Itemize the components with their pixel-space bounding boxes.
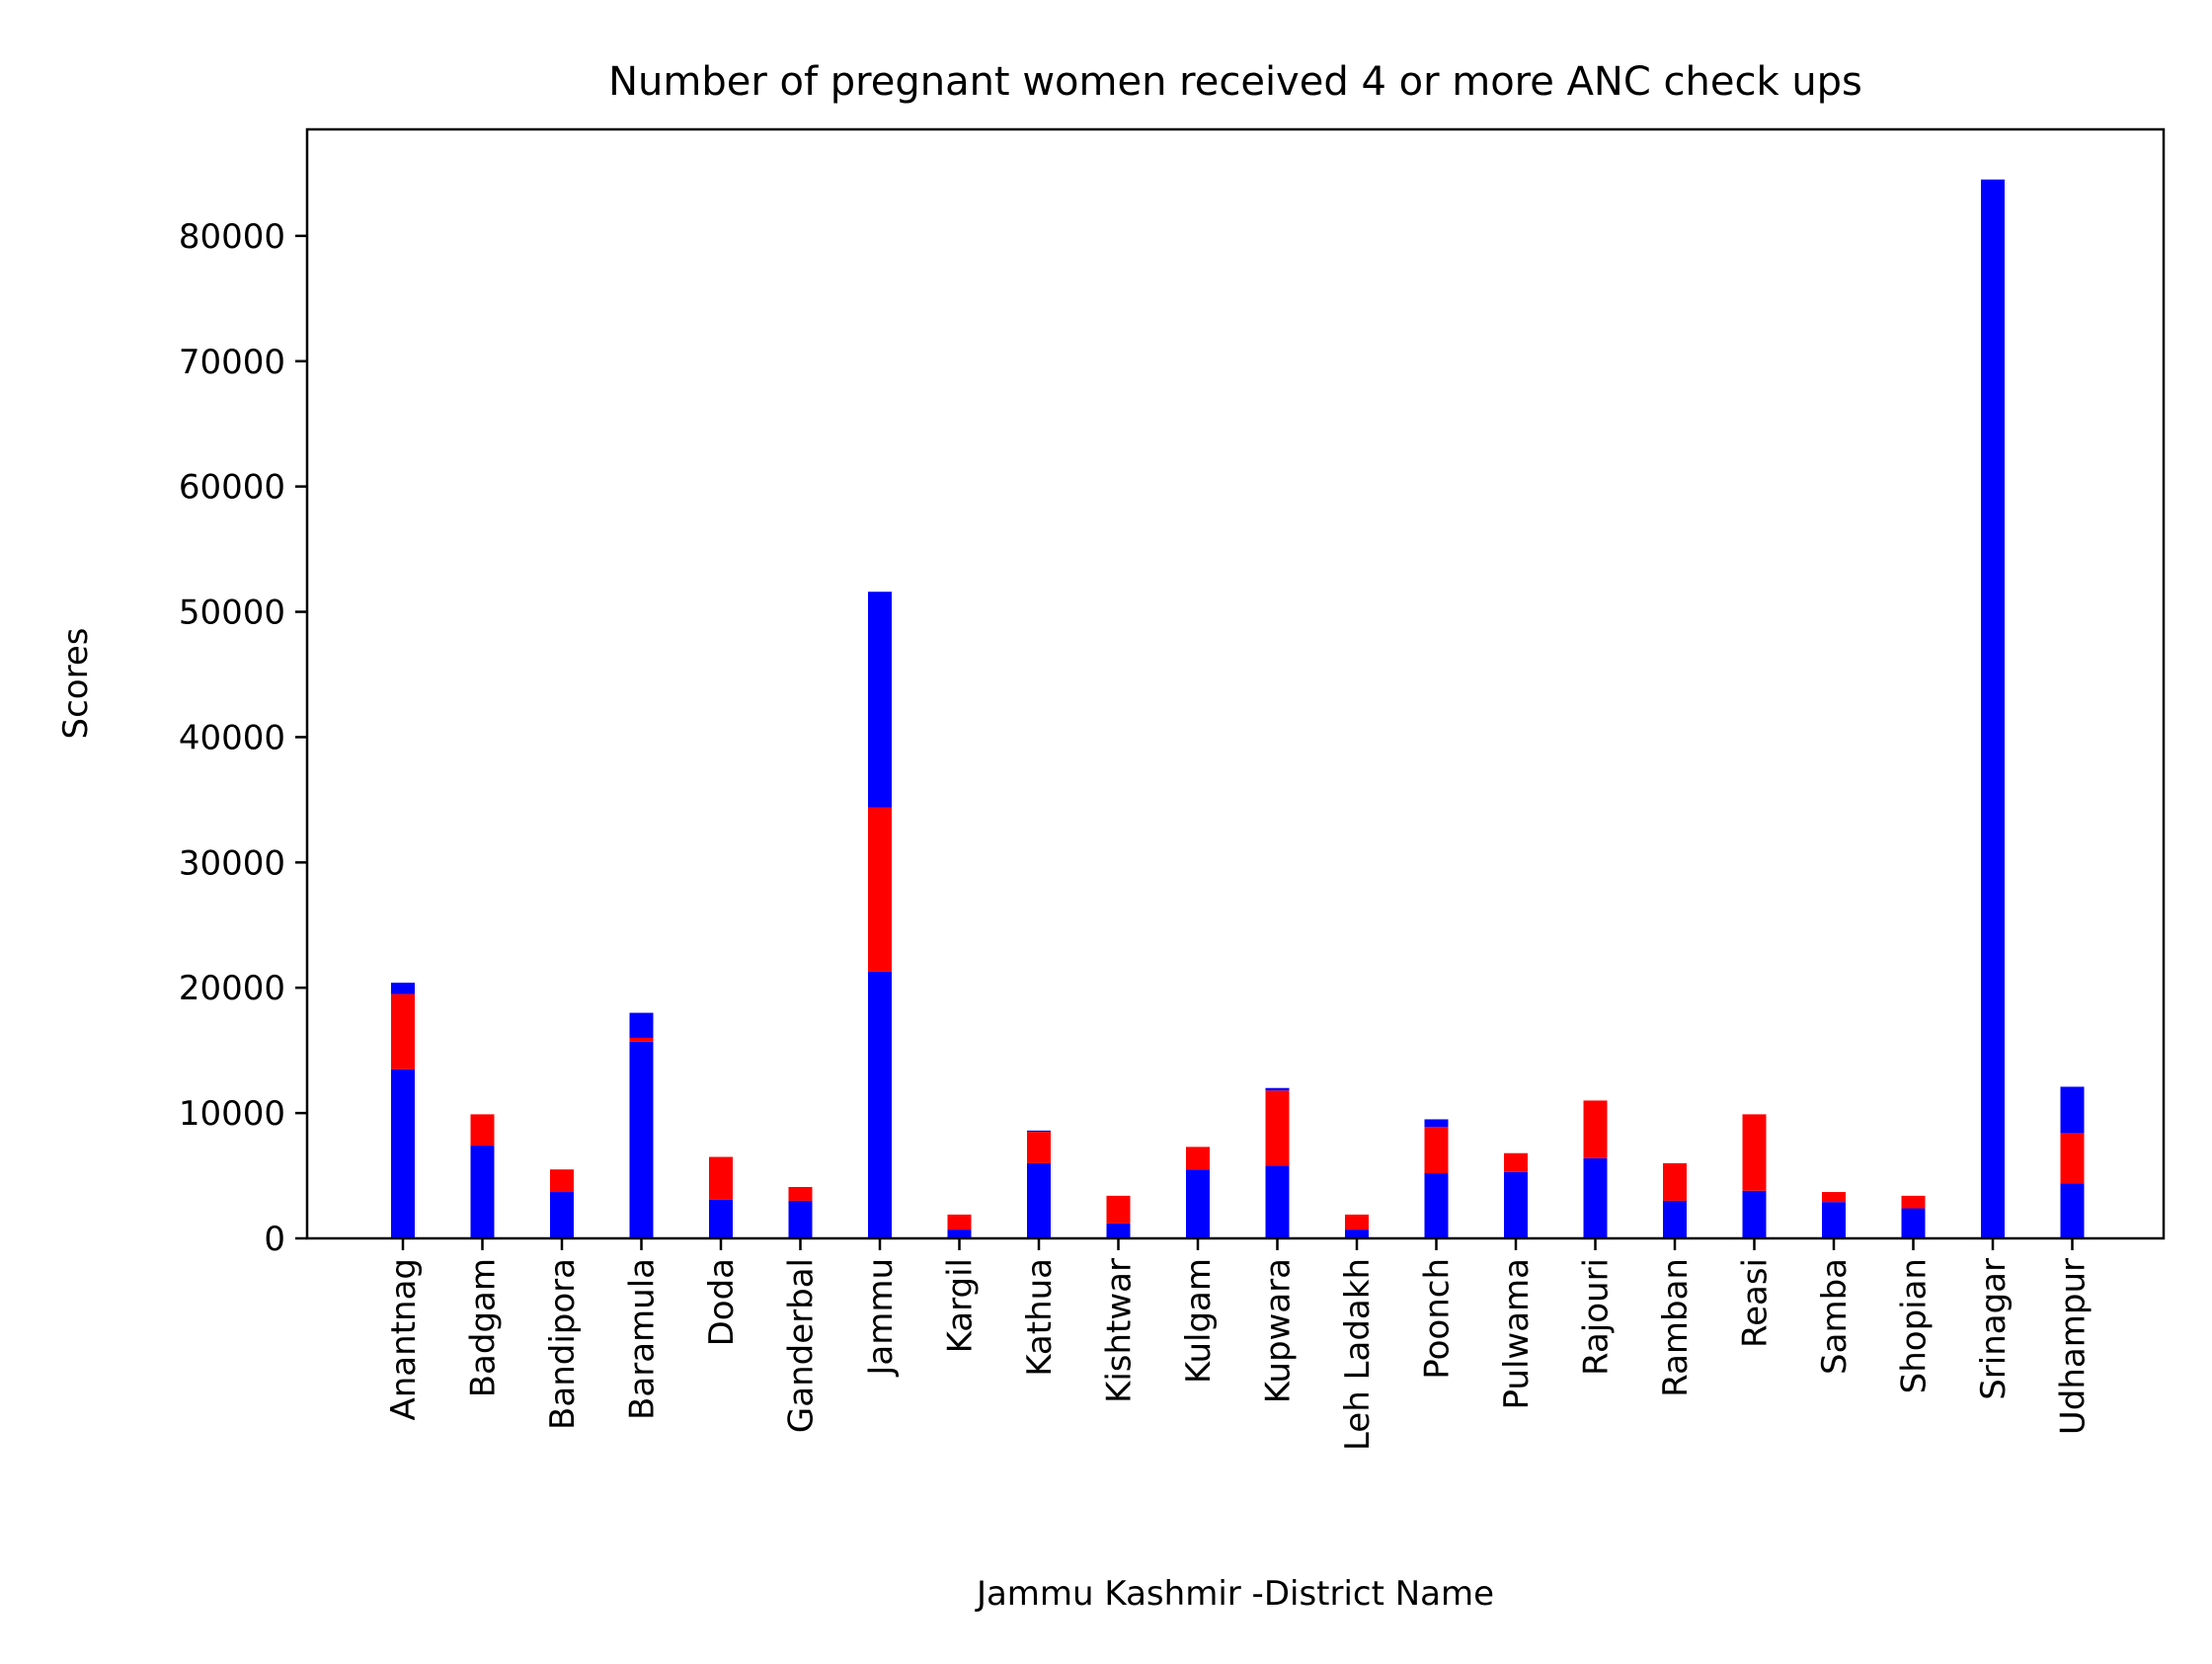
bar-segment-0-doda xyxy=(709,1199,733,1238)
bar-segment-0-jammu xyxy=(868,971,892,1238)
bar-segment-2-kupwara xyxy=(1265,1087,1290,1091)
bar-segment-1-badgam xyxy=(470,1114,495,1147)
y-tick-label: 60000 xyxy=(179,468,285,508)
x-tick-label: Anantnag xyxy=(384,1258,424,1421)
bar-segment-0-samba xyxy=(1822,1202,1846,1238)
bar-segment-0-reasi xyxy=(1742,1190,1767,1238)
x-tick-label: Kulgam xyxy=(1179,1258,1219,1384)
bar-segment-1-anantnag xyxy=(391,993,415,1070)
bar-segment-1-samba xyxy=(1822,1192,1846,1203)
x-tick-label: Reasi xyxy=(1736,1258,1776,1348)
y-axis-label: Scores xyxy=(56,628,96,740)
bars-group xyxy=(391,179,2085,1238)
x-tick-label: Kishtwar xyxy=(1100,1258,1140,1403)
bar-segment-2-poonch xyxy=(1424,1119,1449,1128)
bar-segment-0-kathua xyxy=(1027,1162,1051,1238)
bar-segment-1-kupwara xyxy=(1265,1090,1290,1166)
x-tick-label: Shopian xyxy=(1895,1258,1935,1393)
bar-segment-2-jammu xyxy=(868,592,892,808)
x-tick-label: Pulwama xyxy=(1497,1258,1537,1410)
bar-segment-0-ganderbal xyxy=(788,1200,813,1238)
bar-segment-1-poonch xyxy=(1424,1127,1449,1174)
bar-segment-0-kishtwar xyxy=(1106,1223,1131,1238)
bar-segment-0-leh-ladakh xyxy=(1345,1229,1369,1238)
x-axis-label: Jammu Kashmir -District Name xyxy=(975,1574,1494,1614)
x-tick-label: Udhampur xyxy=(2054,1258,2094,1435)
x-tick-label: Srinagar xyxy=(1974,1258,2014,1400)
bar-segment-0-anantnag xyxy=(391,1069,415,1238)
x-tick-label: Kathua xyxy=(1020,1258,1060,1377)
bar-segment-1-udhampur xyxy=(2060,1133,2085,1184)
x-tick-label: Doda xyxy=(702,1258,742,1346)
bar-segment-1-kargil xyxy=(947,1214,972,1230)
bar-segment-1-ganderbal xyxy=(788,1186,813,1201)
bar-segment-1-rajouri xyxy=(1583,1100,1608,1158)
bar-segment-1-doda xyxy=(709,1156,733,1200)
bar-segment-0-shopian xyxy=(1901,1208,1926,1238)
bar-segment-2-kathua xyxy=(1027,1130,1051,1133)
bar-segment-0-bandipora xyxy=(550,1192,574,1238)
y-tick-label: 70000 xyxy=(179,343,285,382)
bar-segment-1-pulwama xyxy=(1504,1152,1528,1172)
x-tick-label: Jammu xyxy=(861,1258,901,1378)
bar-segment-2-baramula xyxy=(629,1012,654,1038)
y-tick-label: 0 xyxy=(264,1220,285,1259)
bar-segment-0-baramula xyxy=(629,1041,654,1238)
x-tick-label: Ramban xyxy=(1656,1258,1696,1397)
bar-segment-0-kulgam xyxy=(1186,1169,1210,1238)
bar-segment-1-ramban xyxy=(1663,1162,1687,1201)
x-tick-label: Kargil xyxy=(941,1258,981,1353)
x-axis: Anantnag Badgam Bandipora Baramula Doda Gande… xyxy=(384,1238,2094,1451)
bar-segment-2-udhampur xyxy=(2060,1086,2085,1134)
bar-segment-1-kishtwar xyxy=(1106,1195,1131,1224)
x-tick-label: Rajouri xyxy=(1577,1258,1617,1376)
bar-segment-2-anantnag xyxy=(391,983,415,994)
bar-segment-1-reasi xyxy=(1742,1114,1767,1191)
x-tick-label: Bandipora xyxy=(543,1258,583,1430)
x-tick-label: Badgam xyxy=(464,1258,504,1397)
bar-segment-1-leh-ladakh xyxy=(1345,1214,1369,1230)
x-tick-label: Baramula xyxy=(623,1258,663,1420)
bar-segment-1-bandipora xyxy=(550,1169,574,1193)
bar-segment-0-srinagar xyxy=(1981,179,2005,1238)
x-tick-label: Ganderbal xyxy=(782,1258,822,1433)
bar-segment-1-kulgam xyxy=(1186,1147,1210,1170)
y-tick-label: 20000 xyxy=(179,969,285,1008)
x-tick-label: Kupwara xyxy=(1259,1258,1299,1403)
bar-segment-1-kathua xyxy=(1027,1132,1051,1163)
bar-segment-1-shopian xyxy=(1901,1195,1926,1209)
bar-segment-0-kupwara xyxy=(1265,1165,1290,1238)
bar-segment-1-baramula xyxy=(629,1037,654,1042)
bar-segment-0-kargil xyxy=(947,1229,972,1238)
bar-segment-0-udhampur xyxy=(2060,1183,2085,1238)
bar-segment-0-badgam xyxy=(470,1146,495,1238)
y-tick-label: 40000 xyxy=(179,718,285,757)
y-tick-label: 10000 xyxy=(179,1094,285,1134)
bar-segment-0-ramban xyxy=(1663,1200,1687,1238)
bar-segment-0-pulwama xyxy=(1504,1171,1528,1238)
y-tick-label: 80000 xyxy=(179,217,285,257)
chart-title: Number of pregnant women received 4 or m… xyxy=(608,59,1862,105)
y-tick-label: 50000 xyxy=(179,594,285,633)
y-axis: 0 10000 20000 30000 40000 50000 60000 70000 8000… xyxy=(179,217,307,1259)
x-tick-label: Poonch xyxy=(1418,1258,1458,1380)
x-tick-label: Samba xyxy=(1815,1258,1855,1375)
y-tick-label: 30000 xyxy=(179,843,285,883)
bar-segment-0-rajouri xyxy=(1583,1157,1608,1238)
bar-segment-1-jammu xyxy=(868,807,892,972)
bar-segment-0-poonch xyxy=(1424,1173,1449,1238)
x-tick-label: Leh Ladakh xyxy=(1338,1258,1378,1451)
plot-frame xyxy=(305,127,2166,1240)
